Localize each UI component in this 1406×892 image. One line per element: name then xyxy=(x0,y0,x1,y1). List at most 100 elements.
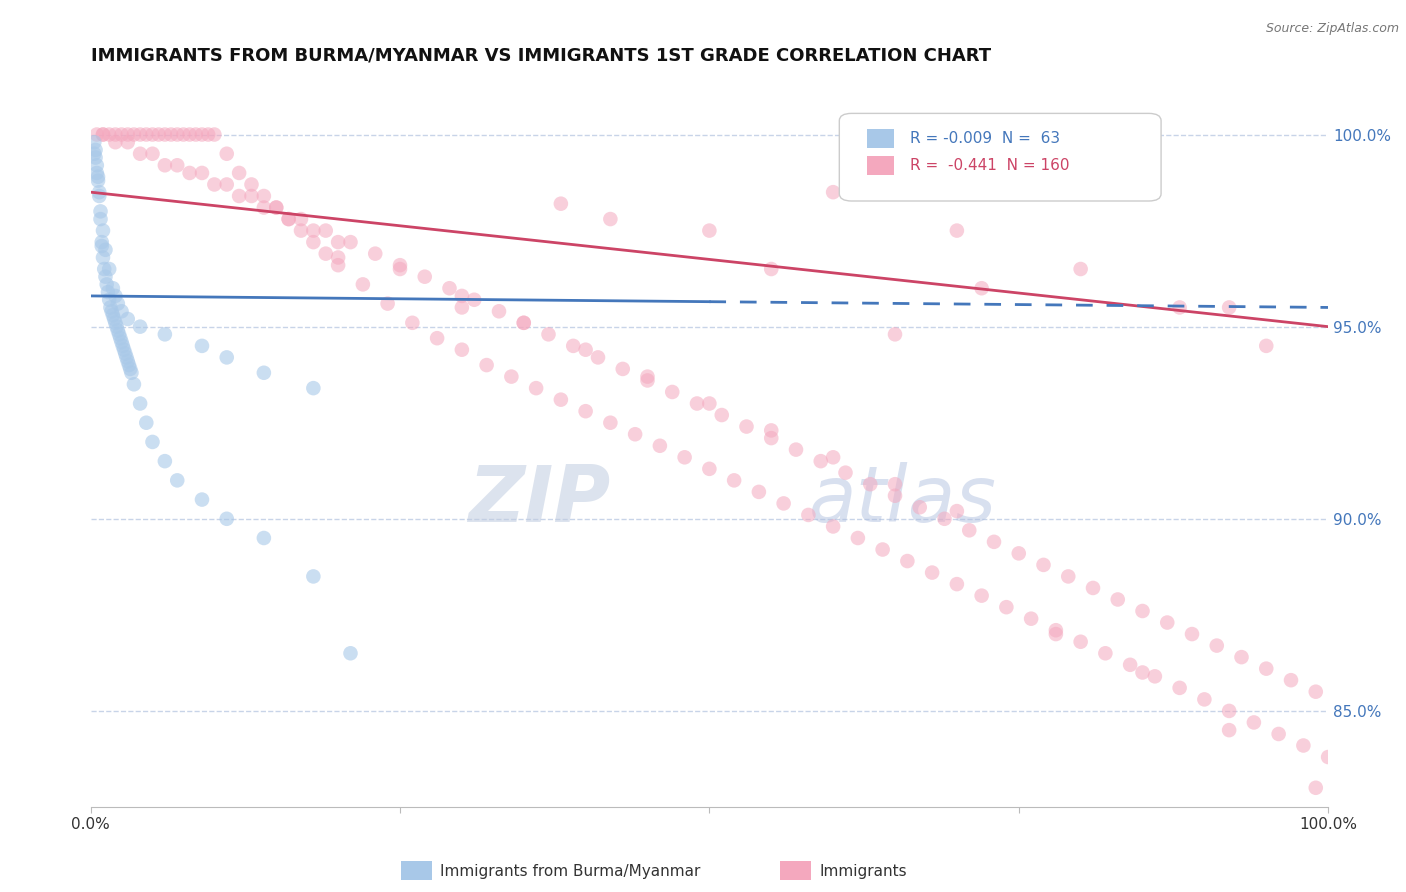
Point xyxy=(191,492,214,507)
Point xyxy=(575,343,598,357)
Point xyxy=(83,146,105,161)
Point xyxy=(197,128,219,142)
Point xyxy=(90,235,112,249)
Point xyxy=(228,189,250,203)
Point xyxy=(87,174,110,188)
Point xyxy=(100,304,122,318)
Text: Immigrants from Burma/Myanmar: Immigrants from Burma/Myanmar xyxy=(440,864,700,879)
Point xyxy=(326,258,349,272)
Text: Source: ZipAtlas.com: Source: ZipAtlas.com xyxy=(1265,22,1399,36)
Point xyxy=(872,542,894,557)
Point xyxy=(1008,546,1031,560)
Point xyxy=(108,327,131,342)
Point xyxy=(98,293,121,307)
Point xyxy=(215,146,238,161)
Point xyxy=(184,128,207,142)
Point xyxy=(1205,639,1227,653)
Point xyxy=(1032,558,1054,572)
Point xyxy=(884,477,907,491)
Point xyxy=(896,554,918,568)
Point xyxy=(93,262,115,277)
Point xyxy=(1081,581,1104,595)
Point xyxy=(1094,646,1116,660)
Point xyxy=(253,189,276,203)
Point xyxy=(699,462,721,476)
Point xyxy=(215,351,238,365)
Point xyxy=(89,189,111,203)
FancyBboxPatch shape xyxy=(866,156,894,176)
Point xyxy=(884,489,907,503)
Point xyxy=(1107,592,1129,607)
Point xyxy=(104,128,127,142)
Point xyxy=(1194,692,1216,706)
Point xyxy=(772,496,794,510)
Point xyxy=(240,189,263,203)
Point xyxy=(761,424,783,438)
Point xyxy=(661,384,683,399)
Point xyxy=(110,334,132,349)
Point xyxy=(699,396,721,410)
Point xyxy=(110,304,132,318)
Point xyxy=(91,251,114,265)
Point xyxy=(117,312,139,326)
Point xyxy=(586,351,609,365)
Point xyxy=(1292,739,1315,753)
Point xyxy=(908,500,931,515)
Point xyxy=(91,224,114,238)
Point xyxy=(1132,665,1154,680)
Point xyxy=(86,128,108,142)
Point xyxy=(101,308,124,322)
Point xyxy=(1243,715,1265,730)
Point xyxy=(107,324,129,338)
Point xyxy=(253,531,276,545)
Point xyxy=(364,246,387,260)
Point xyxy=(1045,624,1067,638)
Point xyxy=(91,128,114,142)
Point xyxy=(983,534,1005,549)
Point xyxy=(91,128,114,142)
Point xyxy=(253,366,276,380)
Point xyxy=(599,212,621,227)
Point xyxy=(129,128,152,142)
Point xyxy=(326,235,349,249)
Point xyxy=(1230,650,1253,665)
Point xyxy=(117,128,139,142)
FancyBboxPatch shape xyxy=(866,129,894,148)
Text: Immigrants: Immigrants xyxy=(820,864,907,879)
Point xyxy=(153,128,176,142)
Point xyxy=(748,484,770,499)
Point xyxy=(90,239,112,253)
Point xyxy=(135,416,157,430)
Point xyxy=(129,396,152,410)
Point xyxy=(191,339,214,353)
Point xyxy=(439,281,461,295)
Point xyxy=(104,316,127,330)
Point xyxy=(1279,673,1302,688)
Point xyxy=(96,277,118,292)
Point xyxy=(98,262,121,277)
Point xyxy=(172,128,194,142)
Point xyxy=(290,224,312,238)
Point xyxy=(1070,634,1092,648)
Point xyxy=(1256,662,1278,676)
Point xyxy=(166,474,188,488)
Point xyxy=(1267,727,1289,741)
Point xyxy=(1305,684,1327,698)
Point xyxy=(797,508,820,522)
Point xyxy=(846,531,869,545)
Point xyxy=(673,450,696,465)
Point xyxy=(1019,612,1042,626)
Point xyxy=(1057,569,1080,583)
Point xyxy=(112,343,135,357)
Point xyxy=(550,392,572,407)
Point xyxy=(98,128,121,142)
Point xyxy=(114,346,136,360)
Point xyxy=(810,454,832,468)
Point xyxy=(537,327,560,342)
Point xyxy=(699,224,721,238)
Point xyxy=(859,477,882,491)
Point xyxy=(934,512,956,526)
Point xyxy=(191,166,214,180)
Point xyxy=(94,269,117,284)
Point xyxy=(1317,750,1340,764)
